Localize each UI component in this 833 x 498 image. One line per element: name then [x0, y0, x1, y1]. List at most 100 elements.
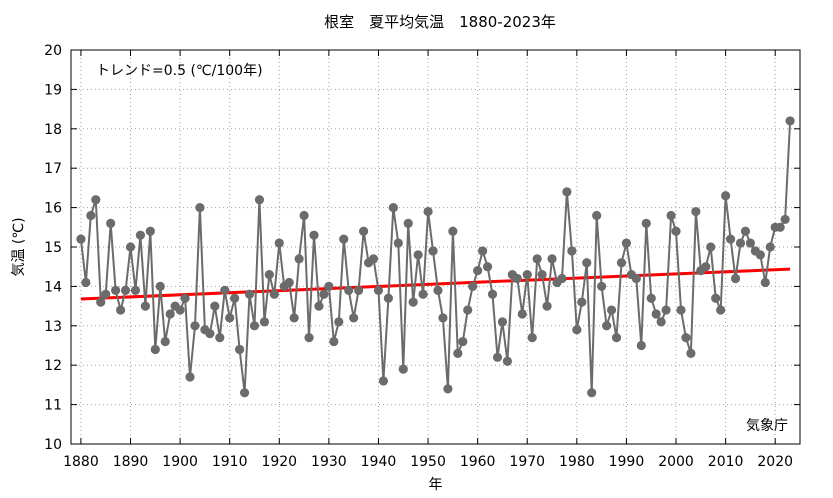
data-point	[577, 297, 587, 307]
data-point	[235, 344, 245, 355]
data-point	[458, 336, 468, 347]
data-point	[418, 289, 428, 299]
data-point	[721, 191, 731, 201]
data-point	[378, 376, 389, 386]
data-point	[651, 309, 661, 319]
data-point	[210, 301, 220, 311]
data-point	[155, 281, 165, 291]
data-point	[135, 230, 146, 240]
data-point	[716, 305, 726, 315]
data-point	[641, 218, 651, 228]
data-point	[611, 333, 622, 343]
data-point	[433, 285, 443, 295]
data-point	[572, 325, 582, 335]
data-point	[185, 372, 195, 382]
data-point	[760, 277, 770, 288]
data-point	[86, 210, 96, 221]
data-point	[125, 242, 136, 252]
data-point	[239, 388, 250, 398]
data-point	[284, 277, 294, 288]
data-point	[220, 285, 230, 295]
y-tick-label: 20	[44, 43, 62, 59]
data-point	[745, 238, 756, 248]
x-tick-label: 1880	[63, 454, 99, 470]
data-point	[254, 195, 265, 205]
data-point	[656, 317, 666, 327]
data-point	[735, 238, 746, 248]
x-tick-label: 1980	[559, 454, 595, 470]
data-point	[532, 254, 542, 264]
data-point	[368, 254, 379, 264]
data-point	[423, 206, 433, 217]
trend-label: トレンド=0.5 (℃/100年)	[96, 63, 263, 79]
data-point	[195, 203, 205, 213]
data-point	[398, 364, 408, 374]
x-axis-label: 年	[429, 477, 443, 493]
data-point	[165, 309, 175, 319]
data-point	[606, 305, 617, 315]
data-point	[468, 281, 478, 291]
data-point	[269, 289, 279, 299]
data-point	[403, 218, 413, 228]
trend-line	[80, 267, 791, 301]
data-point	[373, 285, 384, 295]
data-point	[230, 293, 240, 303]
data-point	[225, 313, 235, 323]
data-point	[686, 348, 696, 358]
series-layer	[79, 120, 792, 393]
data-point	[666, 210, 676, 221]
x-tick-label: 2010	[708, 454, 744, 470]
data-point	[587, 388, 597, 398]
y-tick-label: 14	[44, 279, 62, 295]
data-point	[111, 285, 121, 295]
x-tick-label: 1960	[460, 454, 496, 470]
x-tick-label: 1940	[361, 454, 397, 470]
y-tick-label: 11	[44, 398, 62, 414]
data-point	[319, 289, 329, 299]
data-point	[453, 348, 463, 358]
x-tick-label: 1900	[162, 454, 198, 470]
data-point	[309, 230, 319, 240]
data-point	[621, 238, 632, 248]
x-tick-label: 1920	[261, 454, 297, 470]
data-point	[91, 195, 101, 205]
data-point	[691, 206, 701, 217]
data-point	[215, 333, 225, 343]
data-point	[775, 222, 785, 232]
data-point	[249, 321, 260, 331]
data-point	[383, 293, 393, 303]
y-axis-label: 気温 (℃)	[11, 217, 27, 276]
data-point	[101, 289, 111, 299]
data-point	[289, 313, 299, 323]
data-point	[393, 238, 403, 248]
data-point	[428, 246, 438, 256]
data-point	[175, 305, 185, 315]
data-point	[473, 266, 483, 276]
y-tick-label: 10	[44, 437, 62, 453]
data-point	[115, 305, 126, 315]
y-tick-label: 13	[44, 319, 62, 335]
data-point	[730, 273, 741, 284]
data-point	[616, 258, 627, 268]
data-point	[636, 340, 646, 351]
data-point	[304, 333, 314, 343]
axis-ticks	[71, 49, 800, 445]
data-point	[244, 289, 255, 299]
data-point	[205, 329, 215, 339]
data-point	[150, 344, 160, 355]
series-line	[79, 120, 792, 393]
data-point	[765, 242, 775, 252]
data-point	[264, 269, 274, 280]
grid	[71, 50, 800, 444]
data-point	[190, 321, 200, 331]
data-point	[661, 305, 671, 315]
data-point	[631, 273, 641, 284]
data-point	[527, 333, 537, 343]
data-point	[502, 356, 513, 366]
data-point	[785, 116, 795, 126]
chart-title: 根室 夏平均気温 1880-2023年	[324, 13, 556, 31]
data-point	[755, 250, 765, 260]
data-point	[76, 234, 86, 244]
data-point	[487, 289, 498, 299]
